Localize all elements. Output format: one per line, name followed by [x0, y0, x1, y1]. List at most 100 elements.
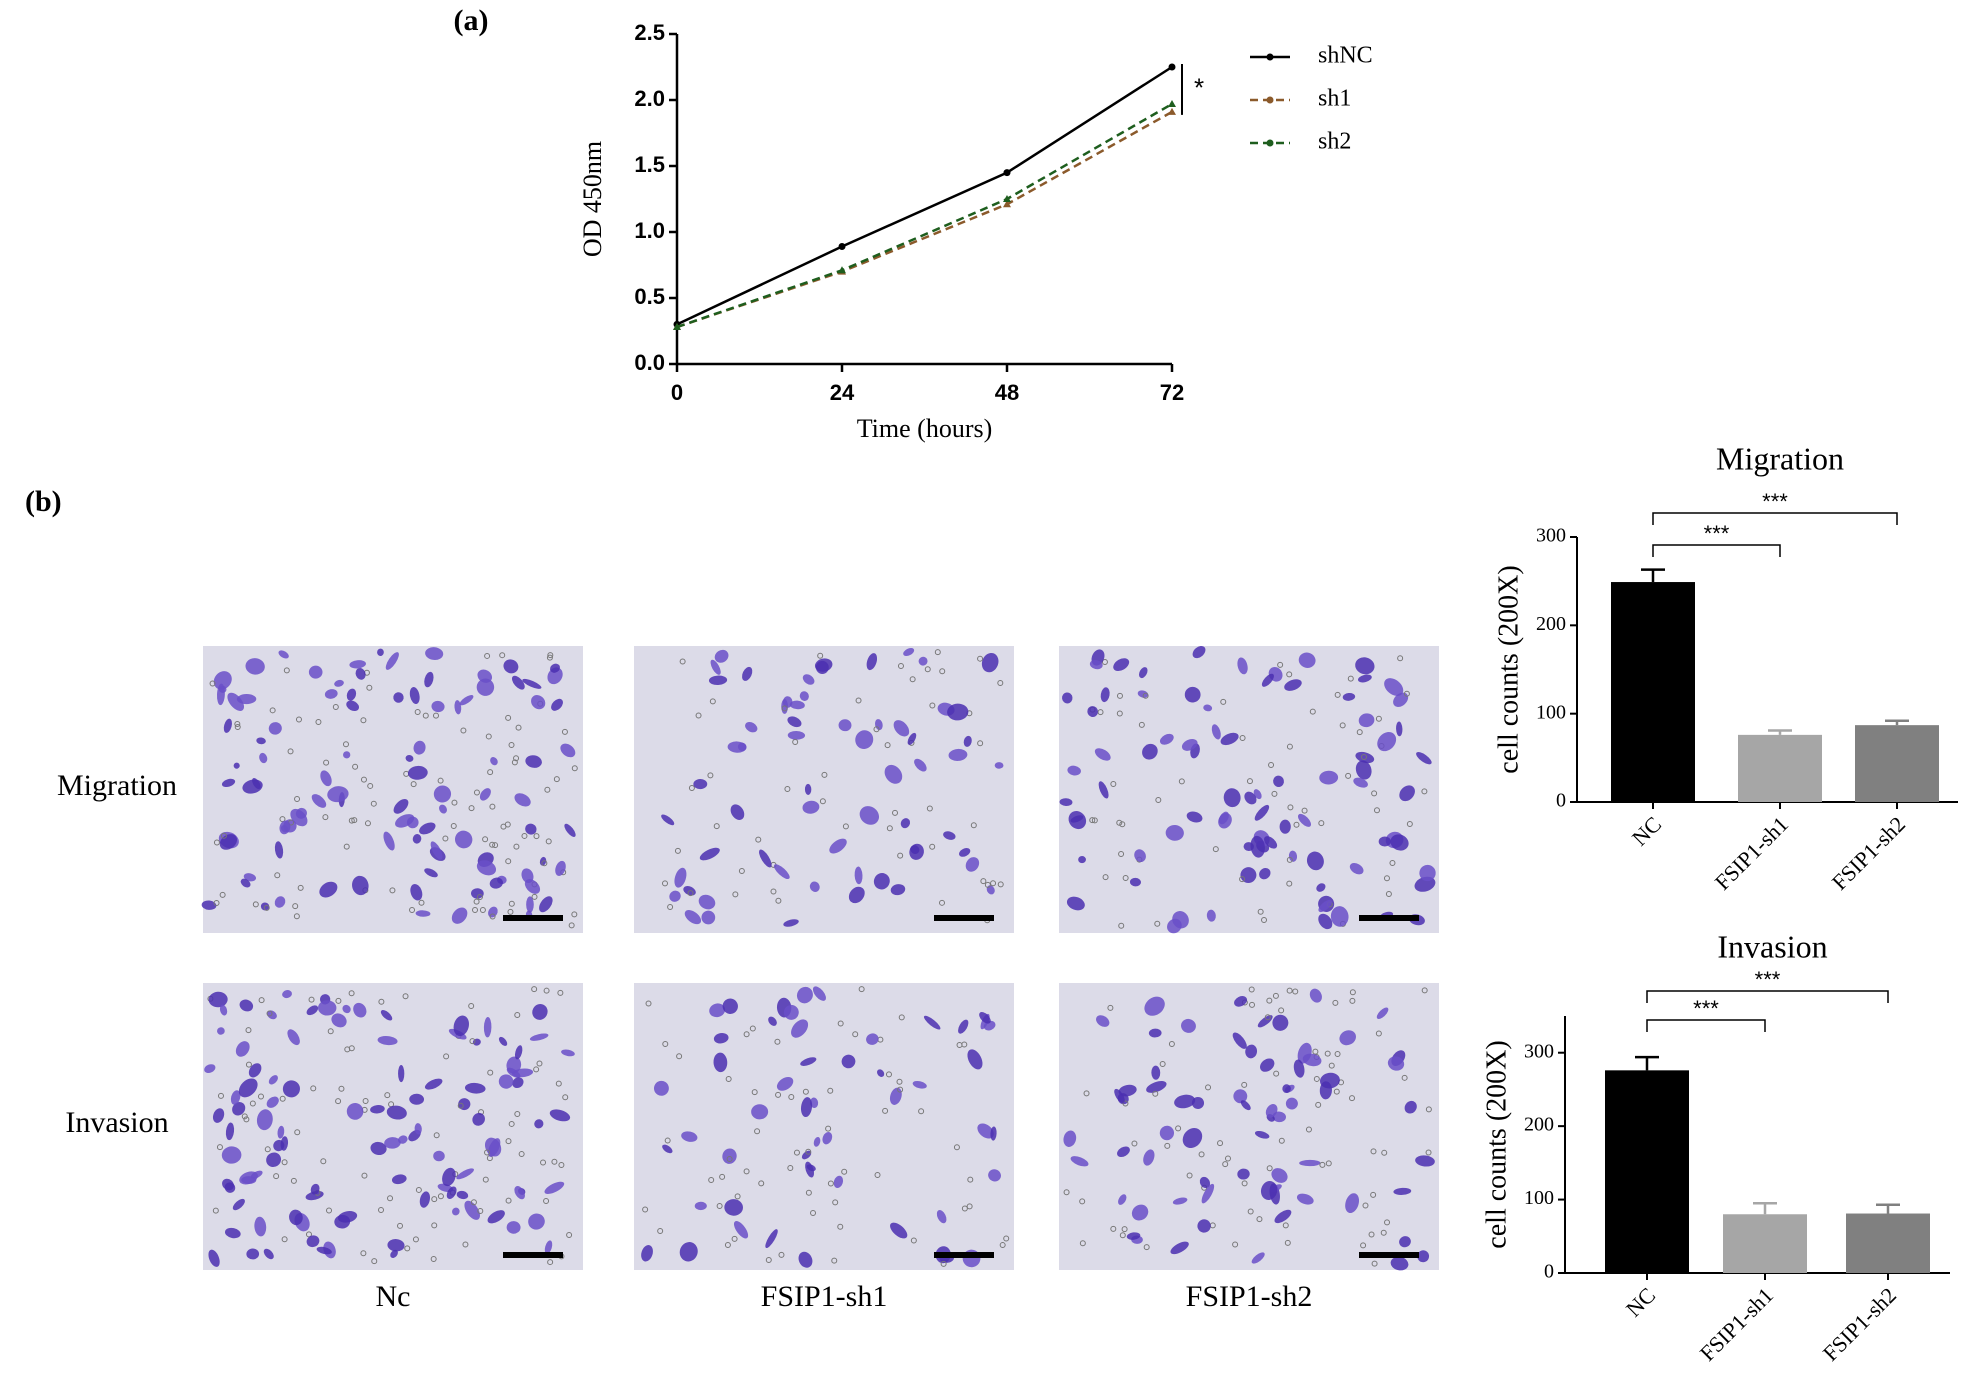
cell — [1339, 1030, 1356, 1046]
cell — [1288, 850, 1298, 862]
cell — [1279, 819, 1291, 834]
cell — [833, 1175, 844, 1188]
pore — [961, 1205, 968, 1212]
cell — [259, 752, 268, 764]
annotation: *** — [1693, 996, 1719, 1021]
cell — [1378, 836, 1391, 847]
pore — [743, 1168, 750, 1175]
pore — [1083, 1090, 1090, 1097]
cell — [407, 765, 428, 780]
cell — [1250, 835, 1265, 858]
pore — [837, 1223, 844, 1230]
cell — [787, 716, 802, 728]
cell — [282, 1080, 300, 1098]
pore — [397, 1222, 404, 1229]
scale-bar — [503, 915, 563, 921]
pore — [323, 759, 330, 766]
cell — [829, 838, 847, 854]
marker — [1003, 200, 1011, 208]
cell — [903, 648, 915, 657]
cell — [349, 660, 366, 669]
cell — [789, 700, 805, 710]
error-bar — [1885, 719, 1909, 726]
pore — [751, 1089, 758, 1096]
pore — [295, 716, 302, 723]
pore — [462, 1241, 469, 1248]
pore — [1356, 729, 1363, 736]
cell — [963, 735, 972, 747]
marker — [1003, 195, 1011, 202]
pore — [515, 724, 522, 731]
pore — [489, 913, 496, 920]
annotation: *** — [1762, 489, 1788, 514]
cell — [353, 1002, 367, 1018]
pore — [504, 821, 511, 828]
pore — [531, 893, 538, 900]
cell — [412, 834, 422, 844]
pore — [1328, 1062, 1335, 1069]
panel-label: (b) — [25, 485, 62, 518]
cell — [232, 1198, 245, 1211]
pore — [476, 894, 483, 901]
pore — [1101, 659, 1108, 666]
pore — [1248, 986, 1255, 993]
pore — [1261, 916, 1268, 923]
cell — [310, 1183, 320, 1195]
significance-bracket — [1652, 544, 1781, 557]
cell — [1404, 1100, 1417, 1114]
pore — [1224, 1155, 1231, 1162]
pore — [731, 1235, 738, 1242]
cell — [1233, 1089, 1248, 1104]
pore — [977, 740, 984, 747]
pore — [360, 776, 367, 783]
pore — [1286, 743, 1293, 750]
pore — [335, 1098, 342, 1105]
pore — [245, 1027, 252, 1034]
pore — [755, 836, 762, 843]
cell — [334, 679, 344, 687]
cell — [1349, 863, 1364, 875]
cell — [414, 1123, 422, 1135]
cell — [498, 1036, 508, 1046]
cell — [1285, 1097, 1298, 1110]
pore — [269, 707, 276, 714]
pore — [819, 798, 826, 805]
cell — [1353, 777, 1368, 788]
scale-bar — [934, 1252, 994, 1258]
cell — [822, 1132, 833, 1145]
pore — [1110, 1225, 1117, 1232]
cell — [1174, 1094, 1196, 1109]
pore — [1401, 1074, 1408, 1081]
cell — [1059, 798, 1073, 806]
cell — [319, 881, 338, 898]
cell — [216, 683, 225, 706]
cell — [1355, 760, 1372, 780]
pore — [1241, 1180, 1248, 1187]
cell — [1159, 733, 1174, 745]
cell — [274, 896, 286, 908]
pore — [281, 1236, 288, 1243]
cell — [959, 848, 971, 857]
pore — [667, 903, 674, 910]
pore — [482, 1176, 489, 1183]
pore — [970, 822, 977, 829]
legend-label: sh1 — [1318, 86, 1351, 112]
pore — [384, 1092, 391, 1099]
pore — [842, 823, 849, 830]
cell — [248, 1063, 262, 1078]
cell — [1087, 706, 1099, 718]
cell — [1316, 883, 1326, 892]
pore — [450, 823, 457, 830]
cell — [813, 1136, 821, 1147]
pore — [1381, 1149, 1388, 1156]
cell — [733, 1221, 749, 1239]
cell — [1387, 1056, 1405, 1071]
cell — [768, 1016, 777, 1026]
micrograph-bg — [634, 983, 1014, 1270]
cell — [459, 695, 474, 706]
y-tick-label: 100 — [1524, 1187, 1554, 1209]
pore — [487, 1069, 494, 1076]
cell — [967, 1049, 983, 1070]
cell — [456, 1190, 469, 1200]
micrograph — [201, 646, 583, 933]
